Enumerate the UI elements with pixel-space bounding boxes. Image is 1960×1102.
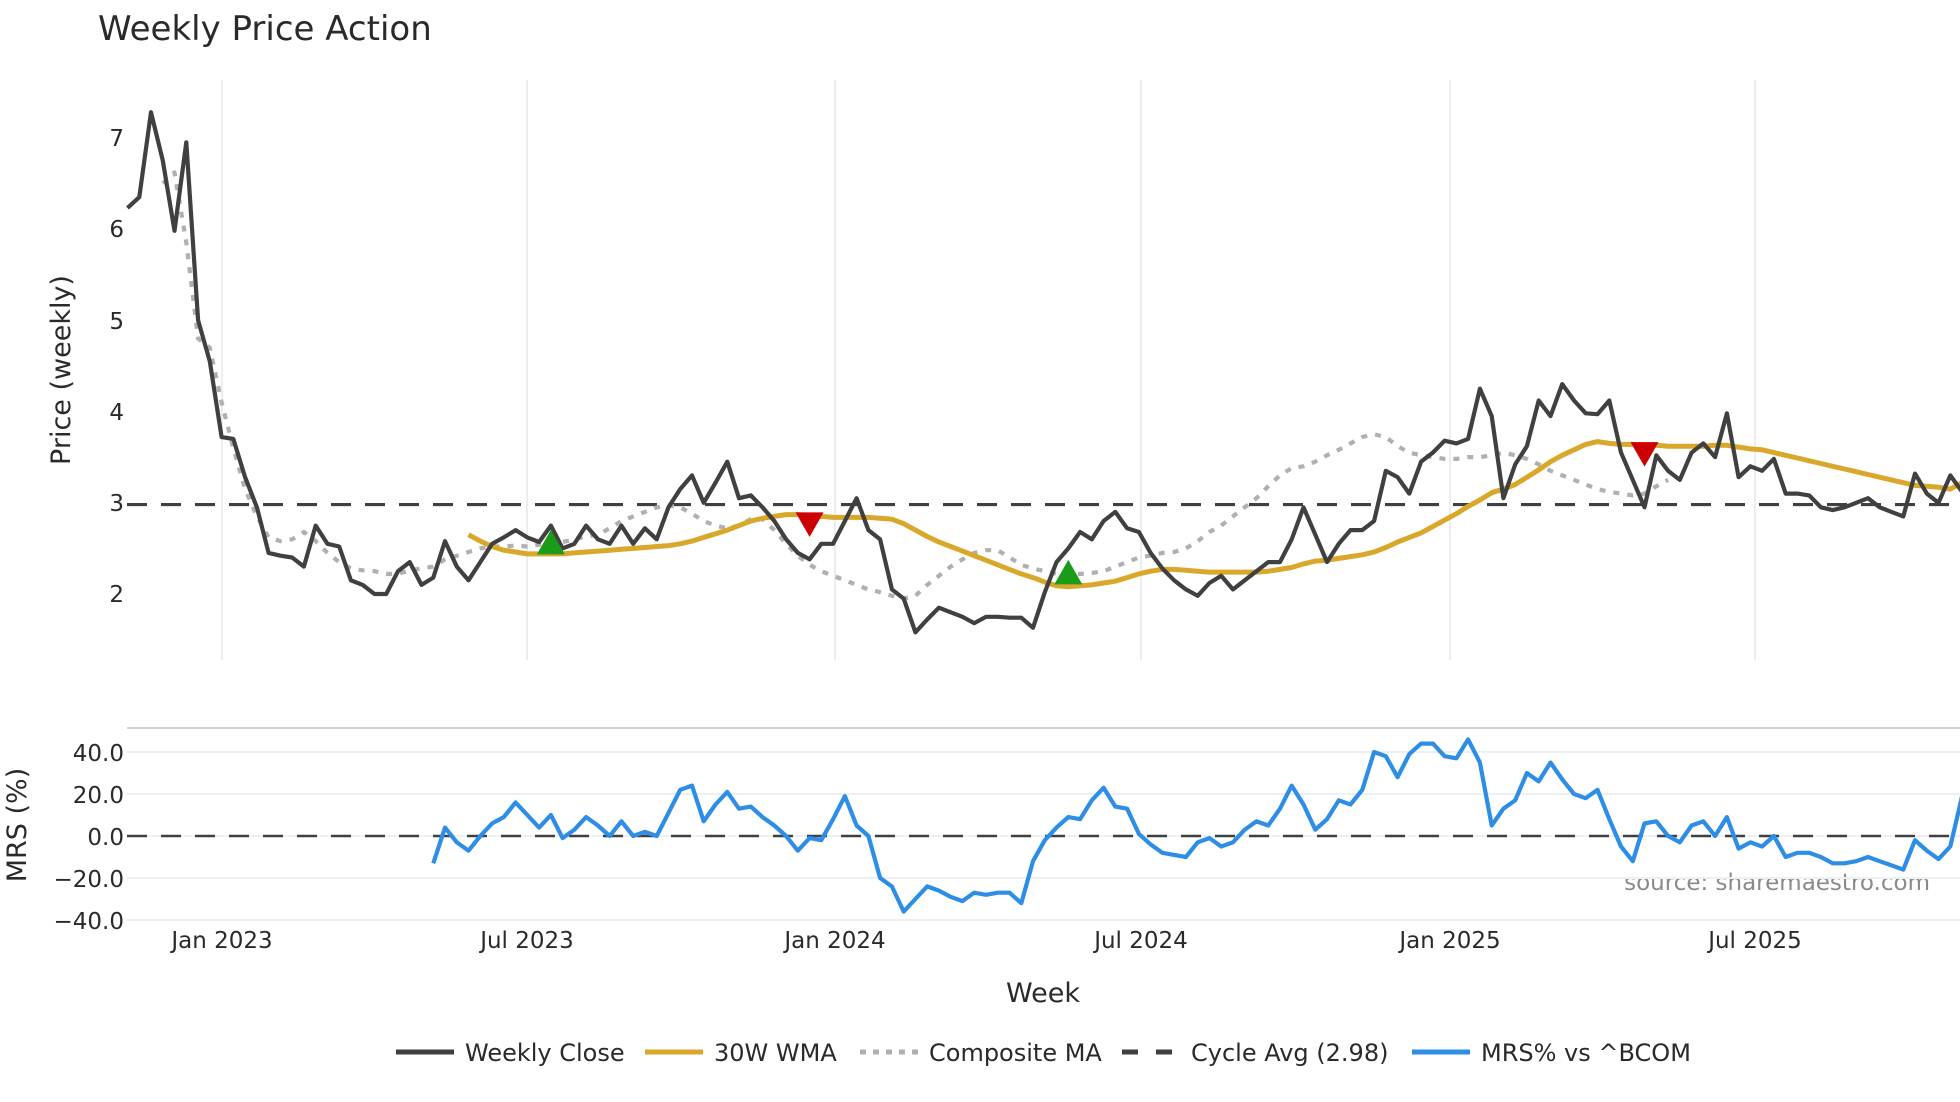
sell-signal-triangle-down-icon xyxy=(795,512,824,537)
mrs-tick: −40.0 xyxy=(54,909,124,935)
price-y-ticks: 7 6 5 4 3 2 xyxy=(109,126,124,608)
legend-label: MRS% vs ^BCOM xyxy=(1481,1039,1691,1067)
price-tick: 4 xyxy=(109,400,124,426)
mrs-plot xyxy=(127,737,1960,914)
mrs-tick: 20.0 xyxy=(73,783,124,809)
x-tick: Jul 2024 xyxy=(1092,928,1188,954)
legend-label: Weekly Close xyxy=(465,1039,625,1067)
sell-signal-triangle-down-icon xyxy=(1630,442,1659,467)
legend-item: Weekly Close xyxy=(396,1039,625,1067)
mrs-y-axis-label: MRS (%) xyxy=(2,768,33,883)
mrs-tick: 40.0 xyxy=(73,741,124,767)
x-axis-label: Week xyxy=(1006,978,1080,1009)
weekly-close-line xyxy=(126,110,1960,635)
price-tick: 5 xyxy=(109,309,124,335)
legend-item: Composite MA xyxy=(860,1039,1102,1067)
source-annotation: source: sharemaestro.com xyxy=(1624,870,1930,896)
mrs-tick: 0.0 xyxy=(87,825,124,851)
x-tick: Jan 2025 xyxy=(1397,928,1500,954)
price-tick: 7 xyxy=(109,126,124,152)
legend-label: Cycle Avg (2.98) xyxy=(1191,1039,1388,1067)
legend-item: MRS% vs ^BCOM xyxy=(1412,1039,1691,1067)
buy-signal-triangle-up-icon xyxy=(1054,559,1083,585)
x-tick: Jan 2023 xyxy=(169,928,272,954)
legend: Weekly Close 30W WMA Composite MA Cycle Avg… xyxy=(396,1039,1691,1067)
composite-ma-line xyxy=(161,170,1670,601)
price-tick: 3 xyxy=(109,491,124,517)
mrs-y-ticks: 40.0 20.0 0.0 −20.0 −40.0 xyxy=(54,741,124,935)
mrs-tick: −20.0 xyxy=(54,867,124,893)
legend-item: 30W WMA xyxy=(645,1039,837,1067)
legend-label: 30W WMA xyxy=(714,1039,837,1067)
price-tick: 2 xyxy=(109,582,124,608)
legend-item: Cycle Avg (2.98) xyxy=(1122,1039,1388,1067)
price-tick: 6 xyxy=(109,217,124,243)
chart-title: Weekly Price Action xyxy=(98,9,432,49)
30w-wma-line xyxy=(467,439,1960,590)
legend-label: Composite MA xyxy=(929,1039,1102,1067)
price-y-axis-label: Price (weekly) xyxy=(46,275,77,465)
price-plot xyxy=(126,110,1960,635)
x-tick: Jan 2024 xyxy=(782,928,885,954)
buy-signal-triangle-up-icon xyxy=(536,529,565,555)
grid-lines xyxy=(127,80,1960,921)
x-tick: Jul 2023 xyxy=(478,928,574,954)
x-ticks: Jan 2023 Jul 2023 Jan 2024 Jul 2024 Jan … xyxy=(169,928,1801,954)
x-tick: Jul 2025 xyxy=(1706,928,1802,954)
mrs-line xyxy=(431,737,1960,914)
